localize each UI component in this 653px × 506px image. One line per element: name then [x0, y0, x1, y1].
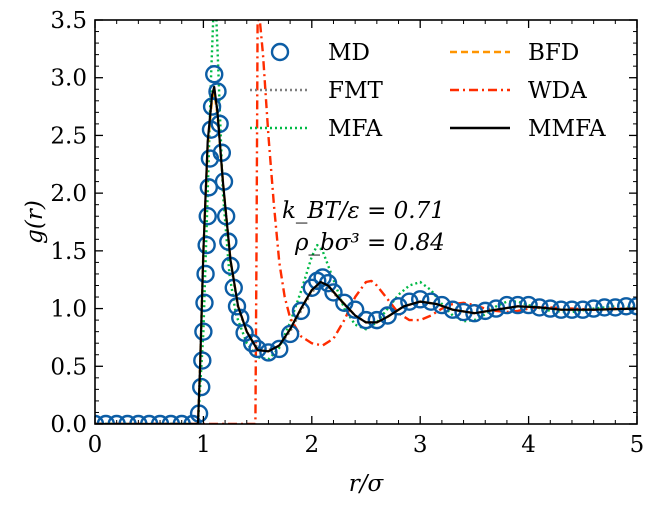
md-marker [198, 266, 214, 282]
y-tick-label: 1.5 [50, 239, 87, 265]
legend-label-mfa: MFA [328, 116, 383, 142]
x-tick-label: 5 [630, 432, 645, 458]
x-axis-label: r/σ [349, 471, 385, 497]
annotation-temperature: k_BT/ε = 0.71 [282, 198, 445, 224]
x-tick-label: 3 [413, 432, 428, 458]
md-marker [206, 66, 222, 82]
y-tick-label: 3.0 [50, 66, 87, 92]
x-tick-label: 4 [521, 432, 536, 458]
legend-label-mmfa: MMFA [528, 116, 606, 142]
y-tick-label: 1.0 [50, 297, 87, 323]
legend-md-marker [272, 44, 288, 60]
md-marker [412, 291, 428, 307]
legend-label-md: MD [328, 40, 370, 66]
annotation-density: ρ_bσ³ = 0.84 [294, 230, 445, 256]
legend-label-fmt: FMT [328, 78, 384, 104]
x-tick-label: 0 [88, 432, 103, 458]
y-tick-label: 0.5 [50, 354, 87, 380]
x-tick-label: 1 [196, 432, 211, 458]
y-tick-label: 0.0 [50, 412, 87, 438]
y-tick-labels: 0.0 0.5 1.0 1.5 2.0 2.5 3.0 3.5 [50, 8, 87, 438]
y-tick-label: 2.5 [50, 123, 87, 149]
legend: MD FMT MFA BFD WDA MMFA [250, 40, 606, 142]
md-marker [196, 295, 212, 311]
x-tick-label: 2 [304, 432, 319, 458]
y-axis-label: g(r) [22, 200, 48, 244]
y-tick-label: 3.5 [50, 8, 87, 34]
x-tick-labels: 0 1 2 3 4 5 [88, 432, 645, 458]
y-tick-label: 2.0 [50, 181, 87, 207]
legend-label-bfd: BFD [528, 40, 579, 66]
legend-label-wda: WDA [528, 78, 587, 104]
bfd-line [95, 93, 637, 424]
